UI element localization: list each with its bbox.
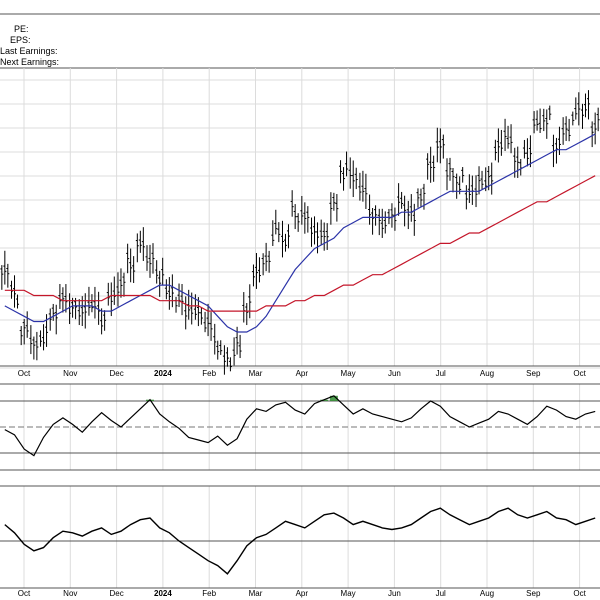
- momentum-x-tick-label: Jul: [436, 589, 446, 598]
- momentum-x-tick-label: Nov: [63, 589, 77, 598]
- momentum-x-tick-label: Oct: [18, 589, 31, 598]
- momentum-x-tick-label: Sep: [526, 589, 541, 598]
- momentum-x-tick-label: Aug: [480, 589, 494, 598]
- price-x-tick-label: Oct: [573, 369, 586, 378]
- stock-info-header: PE: EPS: Last Earnings: Next Earnings:: [0, 24, 59, 68]
- price-x-tick-label: 2024: [154, 369, 172, 378]
- moving-average-short-line: [4, 133, 596, 333]
- price-x-tick-label: Oct: [18, 369, 31, 378]
- price-x-tick-label: Aug: [480, 369, 494, 378]
- osc-overbought-fill: [320, 399, 329, 401]
- moving-average-long-line: [4, 175, 596, 312]
- eps-label: EPS:: [10, 35, 31, 45]
- momentum-x-tick-label: Feb: [202, 589, 216, 598]
- momentum-x-tick-label: Jun: [388, 589, 401, 598]
- price-x-tick-label: Mar: [249, 369, 263, 378]
- price-x-tick-label: Nov: [63, 369, 77, 378]
- price-x-tick-label: Dec: [109, 369, 123, 378]
- pe-label: PE:: [14, 24, 29, 34]
- last-earnings-label: Last Earnings:: [0, 46, 58, 56]
- price-x-tick-label: May: [341, 369, 356, 378]
- price-x-tick-label: Sep: [526, 369, 541, 378]
- osc-overbought-fill: [329, 395, 338, 401]
- momentum-x-tick-label: May: [341, 589, 356, 598]
- momentum-x-tick-label: Mar: [249, 589, 263, 598]
- next-earnings-label: Next Earnings:: [0, 57, 60, 67]
- osc-line: [4, 395, 596, 457]
- momentum-x-tick-label: Dec: [109, 589, 123, 598]
- momentum-x-tick-label: Apr: [296, 589, 309, 598]
- momentum-x-tick-label: Oct: [573, 589, 586, 598]
- momentum-x-tick-label: 2024: [154, 589, 172, 598]
- price-x-tick-label: Jun: [388, 369, 401, 378]
- price-x-tick-label: Apr: [296, 369, 309, 378]
- price-x-tick-label: Jul: [436, 369, 446, 378]
- momentum-line: [4, 507, 596, 575]
- price-x-tick-label: Feb: [202, 369, 216, 378]
